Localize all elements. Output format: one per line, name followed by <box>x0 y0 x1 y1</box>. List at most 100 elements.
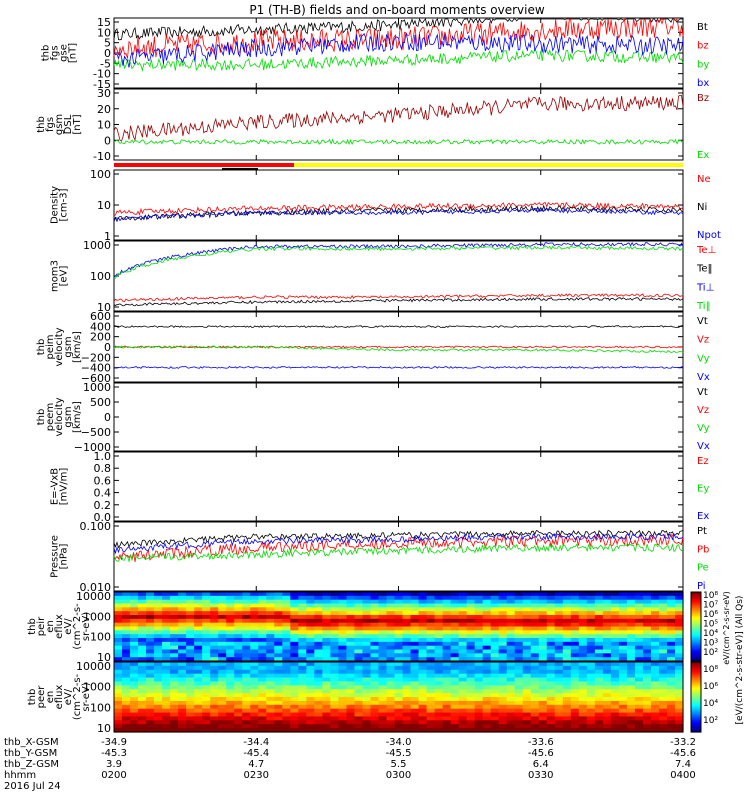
spectrogram-cell <box>258 716 267 721</box>
spectrogram-cell <box>234 618 243 624</box>
spectrogram-cell <box>314 728 323 733</box>
spectrogram-cell <box>634 673 644 679</box>
spectrogram-cell <box>282 649 291 654</box>
spectrogram-cell <box>394 615 404 620</box>
spectrogram-cell <box>474 689 484 694</box>
spectrogram-cell <box>506 685 516 690</box>
spectrogram-cell <box>394 665 404 671</box>
spectrogram-cell <box>626 720 636 725</box>
spectrogram-cell <box>554 592 564 597</box>
spectrogram-cell <box>554 649 564 654</box>
spectrogram-cell <box>338 677 347 683</box>
spectrogram-cell <box>210 615 219 620</box>
spectrogram-cell <box>266 693 275 698</box>
spectrogram-cell <box>426 618 436 624</box>
spectrogram-cell <box>626 716 636 721</box>
spectrogram-cell <box>402 634 412 639</box>
spectrogram-cell <box>154 712 163 718</box>
spectrogram-cell <box>418 630 428 635</box>
spectrogram-cell <box>362 657 372 662</box>
spectrogram-cell <box>538 611 548 616</box>
spectrogram-cell <box>538 653 548 658</box>
spectrogram-cell <box>306 607 315 612</box>
spectrogram-cell <box>370 657 380 662</box>
spectrogram-cell <box>586 708 596 714</box>
spectrogram-cell <box>578 716 588 721</box>
spectrogram-cell <box>370 630 380 635</box>
spectrogram-cell <box>482 712 492 718</box>
spectrogram-cell <box>154 724 163 729</box>
spectrogram-cell <box>594 592 604 597</box>
spectrogram-cell <box>466 630 476 635</box>
spectrogram-cell <box>210 677 219 683</box>
spectrogram-cell <box>522 693 532 698</box>
legend-temp: Te‖ <box>696 264 713 275</box>
spectrogram-cell <box>266 630 275 635</box>
spectrogram-cell <box>250 662 259 667</box>
xaxis-value: -33.6 <box>528 737 554 748</box>
spectrogram-cell <box>346 697 356 702</box>
spectrogram-cell <box>322 693 331 698</box>
spectrogram-cell <box>162 618 171 624</box>
spectrogram-cell <box>586 697 596 702</box>
spectrogram-cell <box>626 645 636 651</box>
spectrogram-cell <box>602 592 612 597</box>
spectrogram-cell <box>474 607 484 612</box>
spectrogram-cell <box>346 618 356 624</box>
spectrogram-cell <box>338 665 347 671</box>
spectrogram-cell <box>626 653 636 658</box>
spectrogram-cell <box>586 618 596 624</box>
spectrogram-cell <box>330 693 339 698</box>
spectrogram-cell <box>562 693 572 698</box>
spectrogram-cell <box>546 607 556 612</box>
spectrogram-cell <box>218 599 227 605</box>
spectrogram-cell <box>530 607 540 612</box>
spectrogram-cell <box>562 599 572 605</box>
spectrogram-cell <box>370 700 380 706</box>
spectrogram-cell <box>570 638 580 643</box>
spectrogram-cell <box>434 677 444 683</box>
spectrogram-cell <box>226 607 235 612</box>
spectrogram-cell <box>386 622 396 628</box>
spectrogram-cell <box>626 657 636 662</box>
spectrogram-cell <box>250 681 259 686</box>
ytick-label-fgs-gse: 5 <box>104 37 111 50</box>
spectrogram-cell <box>242 662 251 667</box>
spectrogram-cell <box>266 712 275 718</box>
colorbar-bottom <box>691 693 701 696</box>
spectrogram-cell <box>594 700 604 706</box>
spectrogram-cell <box>266 704 275 710</box>
spectrogram-cell <box>306 697 315 702</box>
spectrogram-cell <box>202 645 211 651</box>
legend-temp: Ti⊥ <box>696 282 714 293</box>
spectrogram-cell <box>194 716 203 721</box>
spectrogram-cell <box>178 599 187 605</box>
spectrogram-cell <box>138 657 147 662</box>
spectrogram-cell <box>250 607 259 612</box>
spectrogram-cell <box>314 592 323 597</box>
spectrogram-cell <box>322 720 331 725</box>
spectrogram-cell <box>658 669 668 675</box>
spectrogram-cell <box>282 630 291 635</box>
spectrogram-cell <box>442 630 452 635</box>
spectrogram-cell <box>162 673 171 679</box>
spectrogram-cell <box>338 673 347 679</box>
spectrogram-cell <box>146 720 155 725</box>
spectrogram-cell <box>410 626 420 631</box>
spectrogram-cell <box>162 712 171 718</box>
spectrogram-cell <box>410 657 420 662</box>
spectrogram-cell <box>258 634 267 639</box>
spectrogram-cell <box>290 626 299 631</box>
spectrogram-cell <box>282 693 291 698</box>
spectrogram-cell <box>122 677 131 683</box>
spectrogram-cell <box>186 638 195 643</box>
spectrogram-cell <box>186 728 195 733</box>
spectrogram-cell <box>282 626 291 631</box>
spectrogram-cell <box>514 653 524 658</box>
spectrogram-cell <box>578 634 588 639</box>
spectrogram-cell <box>426 603 436 608</box>
spectrogram-cell <box>634 712 644 718</box>
spectrogram-cell <box>418 638 428 643</box>
ylabel-peir: (cm^2-s- <box>72 603 83 650</box>
spectrogram-cell <box>186 630 195 635</box>
